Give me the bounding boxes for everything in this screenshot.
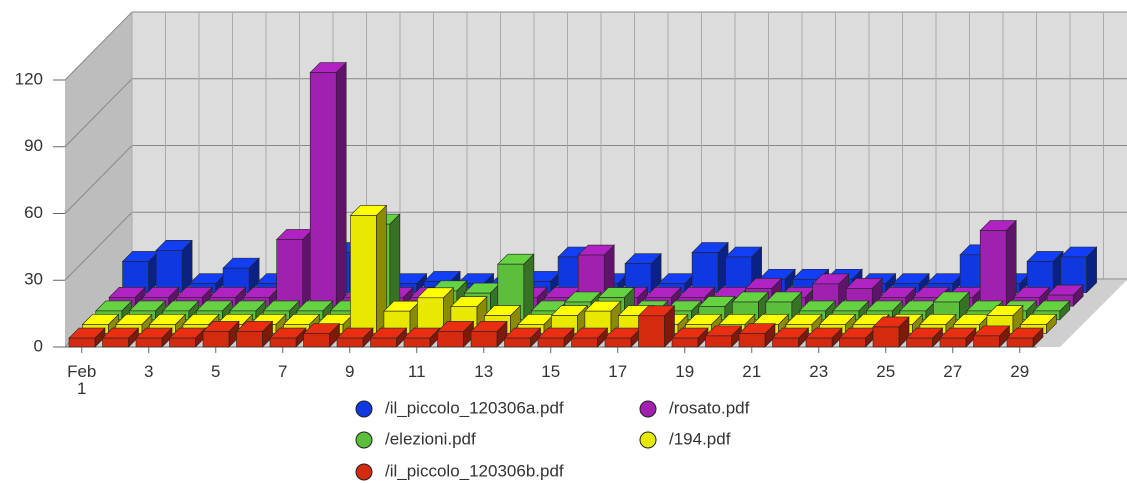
bar [705,335,732,348]
bar [309,72,337,307]
bar [906,337,933,348]
legend-marker [355,463,373,481]
grid-line [64,78,133,148]
x-tick-label: 9 [345,362,355,381]
bar [370,337,397,348]
bar [638,315,665,348]
bar [738,333,766,348]
x-tick-label: 3 [144,362,154,381]
bar [805,337,833,348]
legend-marker [355,431,373,449]
bar [1006,337,1034,348]
x-tick-label: 21 [742,362,762,381]
legend-label: /il_piccolo_120306b.pdf [385,461,564,480]
bar [939,337,967,348]
bar [155,250,183,293]
x-tick-label: Feb 1 [67,362,97,398]
bar [350,215,377,334]
bar [772,337,799,348]
bar-side [1005,219,1017,307]
legend-label: /elezioni.pdf [385,429,476,448]
bar [269,337,297,348]
bar [202,331,230,348]
y-tick-label: 30 [24,270,43,289]
bar [336,337,364,348]
bar [571,337,598,348]
x-tick-label: 17 [608,362,628,381]
y-tick-label: 120 [15,69,43,88]
x-tick-label: 15 [541,362,561,381]
x-tick-label: 29 [1010,362,1030,381]
legend-marker [639,431,657,449]
x-tick-label: 11 [407,362,426,381]
legend-label: /rosato.pdf [669,398,750,417]
bar [671,337,699,348]
y-tick-label: 60 [24,203,43,222]
bar [470,331,498,348]
bar [68,337,96,348]
legend-label: /194.pdf [669,429,731,448]
grid-line [64,145,133,214]
x-tick-label: 7 [278,362,288,381]
bar [135,337,163,348]
legend-marker [355,400,373,418]
bar [276,239,304,307]
bar [504,337,531,348]
bar [604,337,632,348]
bar [169,337,196,348]
bar [102,337,129,348]
grid-line [64,11,133,81]
bar [839,337,866,348]
x-tick-label: 23 [809,362,829,381]
bar [417,297,444,334]
y-tick-label: 0 [34,336,43,355]
x-tick-label: 19 [675,362,695,381]
bar [403,337,431,348]
bar [537,337,565,348]
y-tick-label: 90 [24,136,43,155]
x-tick-label: 25 [876,362,896,381]
bar [872,326,900,348]
bar-side [335,61,347,307]
bar [303,333,330,348]
bar [979,230,1007,307]
bar [236,331,263,348]
bar [973,335,1000,348]
legend-marker [639,400,657,418]
bar [437,331,464,348]
x-tick-label: 13 [474,362,494,381]
x-tick-label: 5 [211,362,221,381]
x-tick-label: 27 [943,362,963,381]
grid-line [64,211,133,281]
legend-label: /il_piccolo_120306a.pdf [385,398,564,417]
bar [691,252,719,293]
